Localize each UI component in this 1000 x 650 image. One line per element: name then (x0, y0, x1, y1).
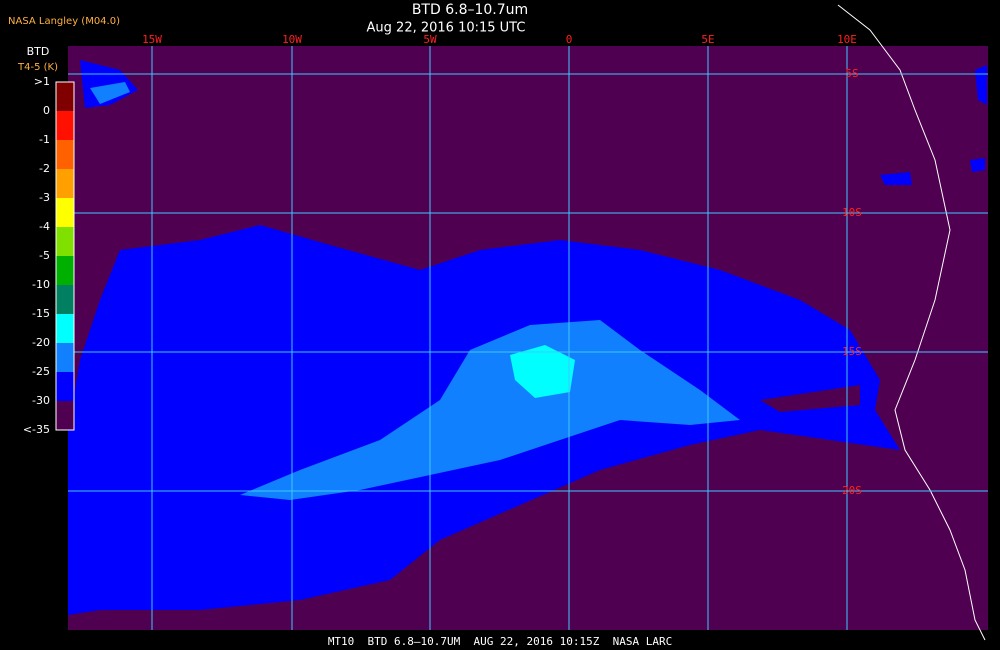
legend-swatch (56, 401, 74, 430)
longitude-label: 5E (701, 33, 714, 46)
legend-swatch (56, 227, 74, 256)
legend-swatch (56, 169, 74, 198)
legend-label: -2 (39, 162, 50, 175)
legend-label: -3 (39, 191, 50, 204)
legend-label: -15 (32, 307, 50, 320)
timestamp: Aug 22, 2016 10:15 UTC (367, 21, 526, 36)
latitude-label: 5S (845, 67, 858, 80)
legend-label: >1 (34, 75, 50, 88)
legend-label: -1 (39, 133, 50, 146)
longitude-label: 5W (423, 33, 437, 46)
cloud (90, 82, 130, 104)
legend-label: -4 (39, 220, 50, 233)
title: BTD 6.8–10.7um (412, 2, 528, 18)
longitude-label: 10W (282, 33, 302, 46)
legend-unit: T4-5 (K) (17, 62, 58, 73)
longitude-label: 0 (566, 33, 573, 46)
longitude-label: 15W (142, 33, 162, 46)
legend-label: -10 (32, 278, 50, 291)
footer: MT10 BTD 6.8–10.7UM AUG 22, 2016 10:15Z … (328, 635, 672, 648)
legend-swatch (56, 285, 74, 314)
legend-title: BTD (27, 45, 50, 58)
legend-swatch (56, 343, 74, 372)
legend-swatch (56, 82, 74, 111)
latitude-label: 10S (842, 206, 862, 219)
legend-swatch (56, 372, 74, 401)
clear-area (760, 385, 860, 412)
legend-swatch (56, 314, 74, 343)
longitude-label: 10E (837, 33, 857, 46)
legend-label: -20 (32, 336, 50, 349)
legend-swatch (56, 140, 74, 169)
source-label: NASA Langley (M04.0) (8, 16, 120, 27)
legend-frame (55, 81, 75, 431)
coastline (837, 4, 986, 641)
legend-swatch (56, 198, 74, 227)
cloud (240, 320, 740, 500)
legend-label: -30 (32, 394, 50, 407)
legend-label: 0 (43, 104, 50, 117)
latitude-label: 15S (842, 345, 862, 358)
legend-label: <-35 (23, 423, 50, 436)
graticule (68, 46, 988, 630)
latitude-label: 20S (842, 484, 862, 497)
legend-label: -25 (32, 365, 50, 378)
cloud (80, 60, 138, 108)
legend-swatch (56, 111, 74, 140)
legend-label: -5 (39, 249, 50, 262)
cloud (510, 345, 575, 398)
legend-swatch (56, 256, 74, 285)
cloud (880, 65, 987, 185)
